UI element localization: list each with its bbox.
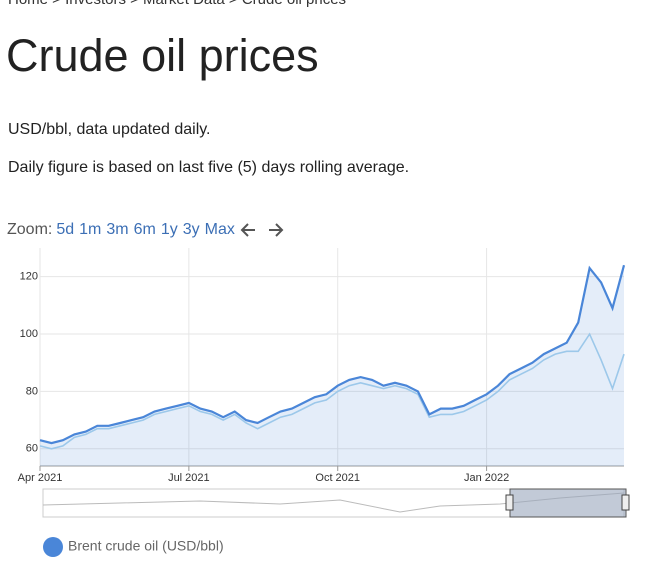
navigator-handle[interactable] [621, 494, 630, 511]
navigator-selection[interactable] [509, 488, 627, 518]
zoom-bar: Zoom: 5d 1m 3m 6m 1y 3y Max [7, 220, 285, 240]
zoom-label: Zoom: [7, 221, 53, 238]
x-tick-label: Apr 2021 [18, 472, 63, 484]
x-tick-label: Jul 2021 [168, 472, 210, 484]
y-tick-label: 120 [20, 271, 38, 283]
zoom-option[interactable]: 1y [160, 221, 178, 238]
series-area [40, 265, 624, 466]
x-tick-label: Jan 2022 [464, 472, 509, 484]
y-tick-label: 60 [26, 443, 38, 455]
zoom-option[interactable]: 6m [133, 221, 156, 238]
y-tick-label: 100 [20, 328, 38, 340]
legend-marker[interactable] [43, 537, 63, 557]
intro-text: Daily figure is based on last five (5) d… [8, 159, 410, 176]
zoom-option[interactable]: 1m [79, 221, 102, 238]
y-tick-label: 80 [26, 385, 38, 397]
breadcrumb[interactable]: Home > Investors > Market Data > Crude o… [8, 0, 346, 8]
series-line [39, 264, 626, 445]
zoom-option[interactable]: 3y [182, 221, 200, 238]
x-tick-label: Oct 2021 [315, 472, 360, 484]
zoom-options: 5d 1m 3m 6m 1y 3y Max [56, 221, 235, 239]
zoom-option[interactable]: 3m [106, 221, 129, 238]
page-title: Crude oil prices [6, 30, 319, 81]
zoom-option[interactable]: Max [204, 221, 235, 238]
zoom-option[interactable]: 5d [56, 221, 75, 238]
intro-text: USD/bbl, data updated daily. [8, 121, 211, 138]
legend-label[interactable]: Brent crude oil (USD/bbl) [68, 538, 224, 554]
zoom-arrows[interactable] [239, 220, 285, 240]
series-line [39, 332, 625, 450]
navigator-handle[interactable] [505, 494, 514, 511]
